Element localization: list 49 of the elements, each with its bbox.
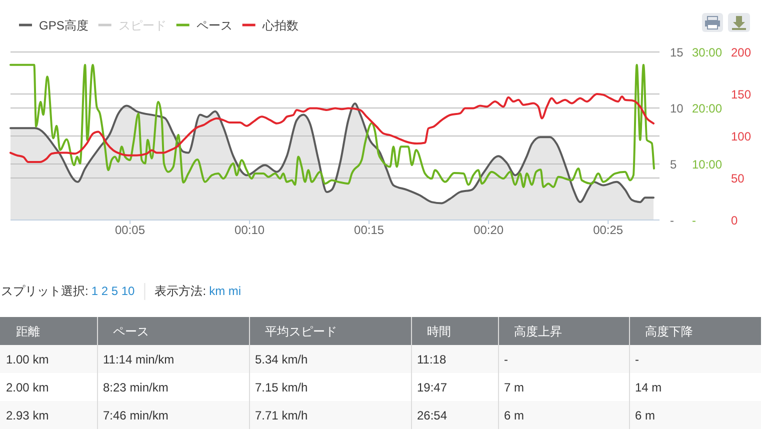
text: 7.71 km/h <box>255 408 308 422</box>
y3-tick-label: 150 <box>731 88 752 102</box>
line-series <box>10 93 655 164</box>
text: 7:46 min/km <box>103 408 168 422</box>
y3-tick-label: 100 <box>731 130 752 144</box>
x-tick-label: 00:25 <box>593 223 624 237</box>
y-tick-label: 10 <box>670 102 684 116</box>
y2-tick-label: 20:00 <box>692 102 722 116</box>
x-tick-label: 00:10 <box>234 223 265 237</box>
category-label: 高度上昇 <box>514 324 562 338</box>
category-label: 高度下降 <box>645 324 693 338</box>
text: - <box>504 352 508 366</box>
legend-label: ペース <box>196 18 232 32</box>
text: 8:23 min/km <box>103 380 168 394</box>
text: 7.15 km/h <box>255 380 308 394</box>
x-tick-label: 00:15 <box>354 223 384 237</box>
y-tick-label: 15 <box>670 46 684 60</box>
x-tick-label: 00:05 <box>115 223 146 237</box>
y-tick-label: - <box>670 214 674 228</box>
category-label: 距離 <box>16 324 40 338</box>
y2-tick-label: 30:00 <box>692 46 722 60</box>
category-label: 時間 <box>427 324 451 338</box>
category-label: 平均スピード <box>265 324 337 338</box>
text: 2.00 km <box>6 380 49 394</box>
x-tick-label: 00:20 <box>474 223 504 237</box>
text: 2.93 km <box>6 408 49 422</box>
text: 11:14 min/km <box>103 352 174 366</box>
legend-label: GPS高度 <box>39 18 88 32</box>
text: 19:47 <box>417 380 448 394</box>
text: 1.00 km <box>6 352 49 366</box>
text: 14 m <box>635 380 662 394</box>
y3-tick-label: 50 <box>731 172 745 186</box>
legend-label: 心拍数 <box>261 18 298 32</box>
text: 5.34 km/h <box>255 352 308 366</box>
y2-tick-label: - <box>692 214 696 228</box>
text: スプリット選択: 1 2 5 10 <box>1 284 136 298</box>
text: 6 m <box>504 408 524 422</box>
text: 表示方法: km mi <box>154 284 242 298</box>
line-series <box>10 64 655 188</box>
text: 6 m <box>635 408 656 422</box>
text: 7 m <box>504 380 524 394</box>
y2-tick-label: 10:00 <box>692 158 722 172</box>
text: 26:54 <box>417 408 448 422</box>
text: - <box>635 352 639 366</box>
y3-tick-label: 200 <box>731 46 752 60</box>
y-tick-label: 5 <box>670 158 677 172</box>
y3-tick-label: 0 <box>731 214 738 228</box>
text: 11:18 <box>417 352 446 366</box>
category-label: ペース <box>113 324 149 338</box>
